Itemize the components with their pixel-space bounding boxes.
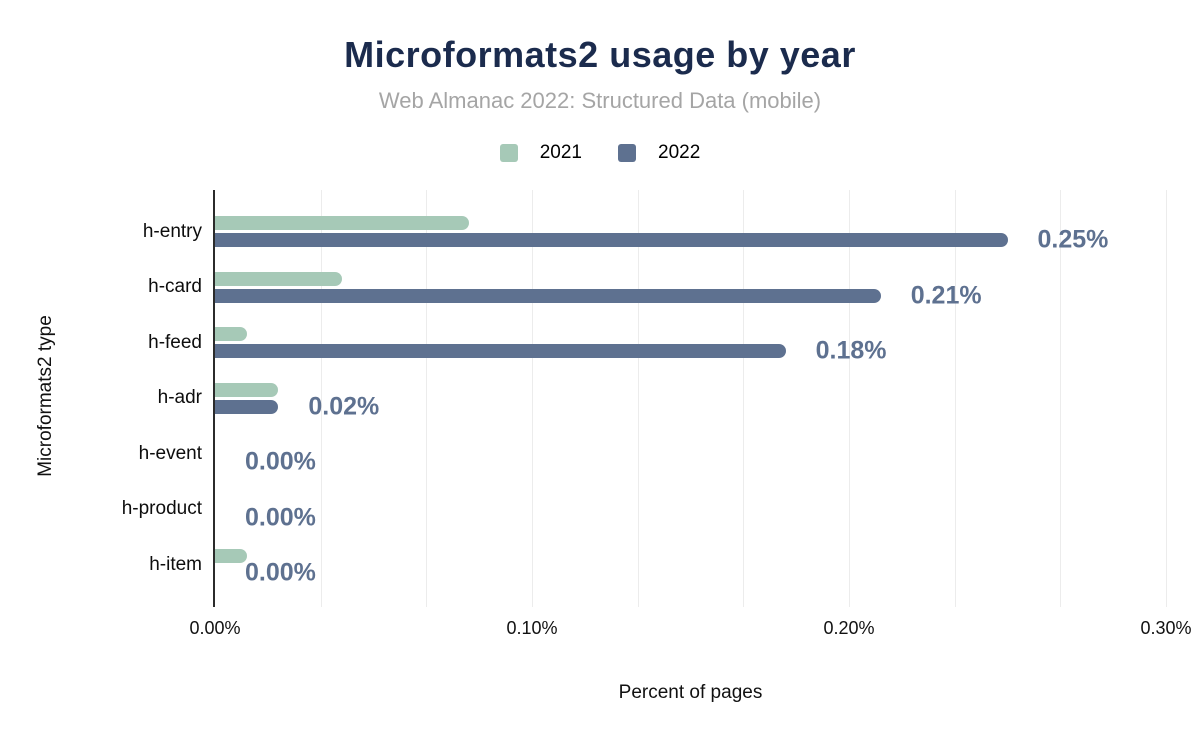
gridline <box>954 190 956 607</box>
value-label-h-entry: 0.25% <box>1037 225 1109 254</box>
gridline <box>637 190 639 607</box>
plot-area: Percent of pages h-entry 0.25% h-card 0.21%… <box>122 190 1192 703</box>
value-label-h-item: 0.00% <box>245 558 316 587</box>
gridline <box>1060 190 1062 607</box>
legend-label: 2022 <box>658 142 701 163</box>
legend-item-2021[interactable]: 2021 <box>499 142 582 164</box>
gridline <box>426 190 428 607</box>
bar-2022-h-adr[interactable] <box>215 399 279 414</box>
bar-2021-h-entry[interactable] <box>215 216 469 230</box>
category-label-h-feed: h-feed <box>148 331 202 353</box>
bar-2022-h-card[interactable] <box>215 288 881 303</box>
x-tick-0.30%: 0.30% <box>1140 618 1192 638</box>
gridline <box>532 190 533 607</box>
y-axis-title: Microformats2 type <box>35 315 56 477</box>
x-tick-0.00%: 0.00% <box>189 618 241 638</box>
value-label-h-adr: 0.02% <box>308 392 380 420</box>
value-label-h-event: 0.00% <box>245 447 316 476</box>
legend-swatch-2022 <box>618 144 636 162</box>
gridline <box>849 190 850 607</box>
bar-2021-h-feed[interactable] <box>215 327 247 341</box>
gridline <box>1166 190 1167 607</box>
bar-2021-h-adr[interactable] <box>215 382 279 397</box>
chart-title: Microformats2 usage by year <box>344 34 856 75</box>
category-label-h-event: h-event <box>138 442 202 464</box>
legend-swatch-2021 <box>499 144 518 162</box>
bar-2021-h-item[interactable] <box>215 549 247 563</box>
value-label-h-card: 0.21% <box>910 281 982 309</box>
bar-2022-h-entry[interactable] <box>215 233 1008 247</box>
category-label-h-product: h-product <box>121 498 202 519</box>
category-label-h-item: h-item <box>149 553 202 575</box>
value-label-h-product: 0.00% <box>245 503 316 531</box>
category-label-h-entry: h-entry <box>142 220 202 242</box>
chart-subtitle: Web Almanac 2022: Structured Data (mobil… <box>378 88 822 113</box>
legend-item-2022[interactable]: 2022 <box>618 142 700 164</box>
gridline <box>743 190 745 607</box>
bar-2022-h-feed[interactable] <box>215 344 786 358</box>
x-axis-title: Percent of pages <box>618 682 763 703</box>
category-label-h-card: h-card <box>148 276 202 297</box>
category-label-h-adr: h-adr <box>157 387 202 408</box>
x-tick-0.10%: 0.10% <box>506 618 558 638</box>
x-tick-0.20%: 0.20% <box>823 618 875 638</box>
bar-2021-h-card[interactable] <box>215 271 342 286</box>
legend-label: 2021 <box>539 142 582 163</box>
value-label-h-feed: 0.18% <box>815 336 887 365</box>
legend: 2021 2022 <box>0 142 1200 164</box>
gridline <box>320 190 322 607</box>
